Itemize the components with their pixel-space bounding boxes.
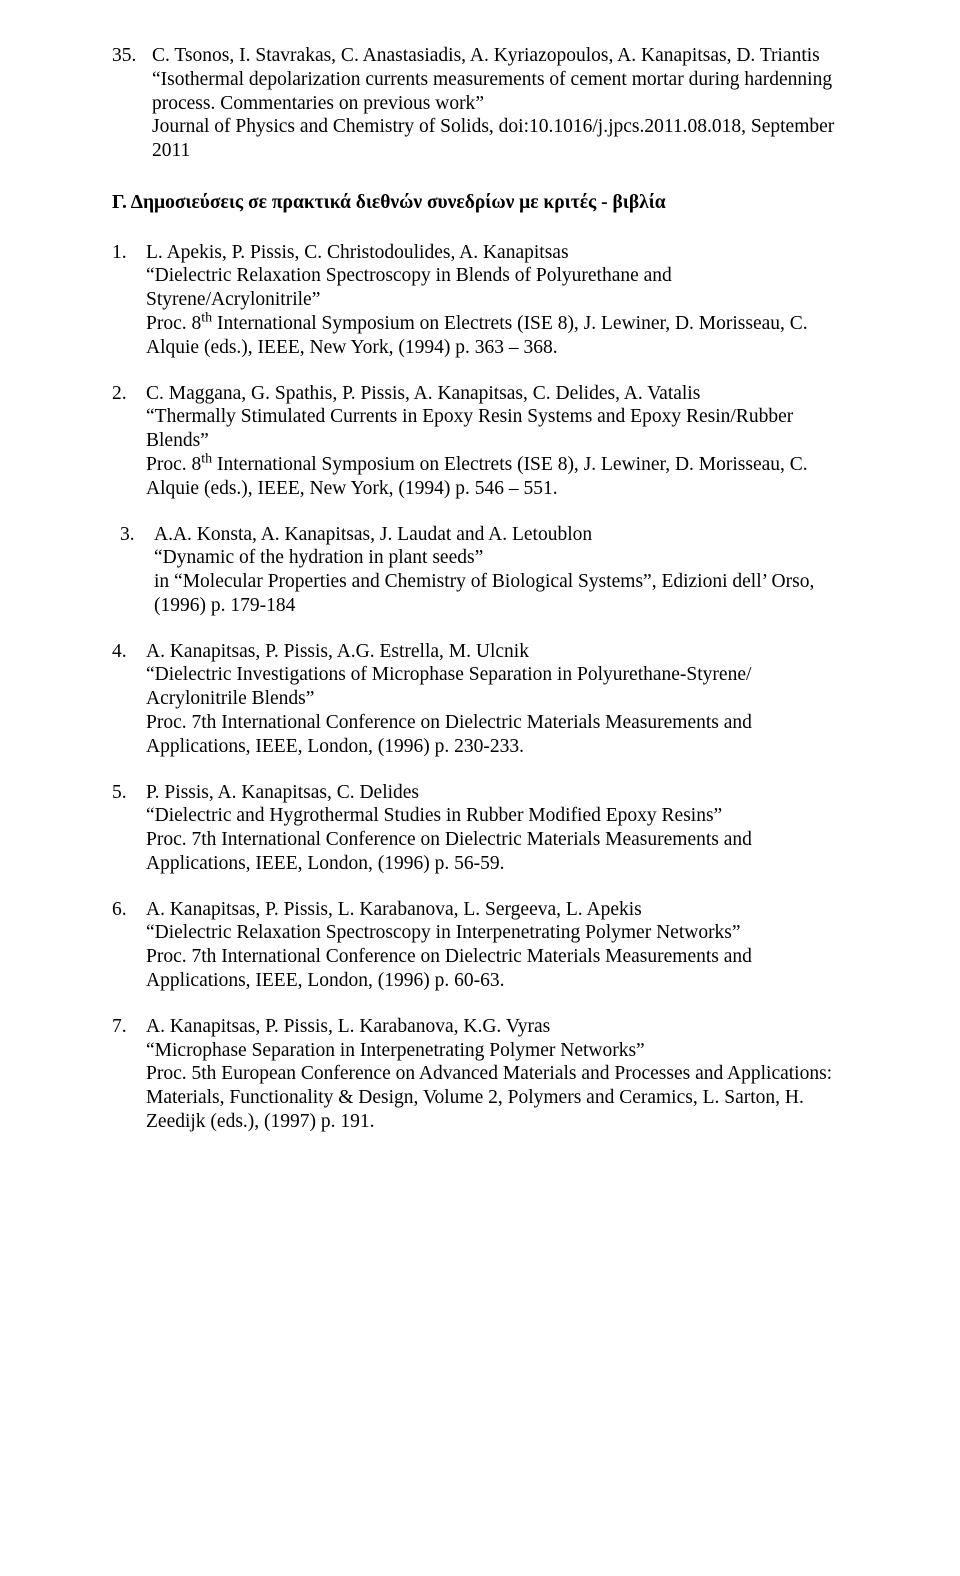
reference-title: “Dielectric and Hygrothermal Studies in … [146, 805, 722, 826]
reference-venue: Proc. 8th International Symposium on Ele… [146, 454, 808, 499]
section-heading: Γ. Δημοσιεύσεις σε πρακτικά διεθνών συνε… [112, 191, 848, 215]
reference-number: 4. [112, 640, 146, 759]
ordinal-suffix: th [201, 450, 212, 466]
reference-authors: A. Kanapitsas, P. Pissis, L. Karabanova,… [146, 899, 642, 920]
reference-body: A. Kanapitsas, P. Pissis, A.G. Estrella,… [146, 640, 848, 759]
reference-entry: 7.A. Kanapitsas, P. Pissis, L. Karabanov… [112, 1015, 848, 1134]
reference-title: “Dielectric Relaxation Spectroscopy in I… [146, 922, 741, 943]
reference-entry: 35. C. Tsonos, I. Stavrakas, C. Anastasi… [112, 44, 848, 163]
reference-title: “Isothermal depolarization currents meas… [152, 69, 832, 114]
reference-number: 35. [112, 44, 152, 163]
reference-authors: A. Kanapitsas, P. Pissis, A.G. Estrella,… [146, 641, 529, 662]
reference-title: “Dynamic of the hydration in plant seeds… [154, 547, 483, 568]
reference-number: 6. [112, 898, 146, 993]
reference-authors: C. Tsonos, I. Stavrakas, C. Anastasiadis… [152, 45, 820, 66]
reference-number: 2. [112, 382, 146, 501]
reference-venue: Proc. 7th International Conference on Di… [146, 946, 752, 991]
reference-title: “Thermally Stimulated Currents in Epoxy … [146, 406, 793, 451]
reference-venue: Proc. 5th European Conference on Advance… [146, 1063, 832, 1132]
reference-entry: 6.A. Kanapitsas, P. Pissis, L. Karabanov… [112, 898, 848, 993]
reference-body: L. Apekis, P. Pissis, C. Christodoulides… [146, 241, 848, 360]
reference-body: A.A. Konsta, A. Kanapitsas, J. Laudat an… [154, 523, 848, 618]
reference-entry: 3.A.A. Konsta, A. Kanapitsas, J. Laudat … [112, 523, 848, 618]
reference-entry: 1.L. Apekis, P. Pissis, C. Christodoulid… [112, 241, 848, 360]
open-quote: “ [152, 69, 161, 90]
reference-authors: P. Pissis, A. Kanapitsas, C. Delides [146, 782, 419, 803]
reference-venue: Proc. 8th International Symposium on Ele… [146, 313, 808, 358]
reference-body: A. Kanapitsas, P. Pissis, L. Karabanova,… [146, 1015, 848, 1134]
reference-title: “Dielectric Relaxation Spectroscopy in B… [146, 265, 672, 310]
reference-entry: 4.A. Kanapitsas, P. Pissis, A.G. Estrell… [112, 640, 848, 759]
reference-body: C. Maggana, G. Spathis, P. Pissis, A. Ka… [146, 382, 848, 501]
reference-entry: 2.C. Maggana, G. Spathis, P. Pissis, A. … [112, 382, 848, 501]
reference-venue: Proc. 7th International Conference on Di… [146, 712, 752, 757]
reference-body: A. Kanapitsas, P. Pissis, L. Karabanova,… [146, 898, 848, 993]
reference-authors: A. Kanapitsas, P. Pissis, L. Karabanova,… [146, 1016, 550, 1037]
reference-authors: L. Apekis, P. Pissis, C. Christodoulides… [146, 242, 569, 263]
ordinal-suffix: th [201, 310, 212, 326]
reference-body: C. Tsonos, I. Stavrakas, C. Anastasiadis… [152, 44, 848, 163]
reference-number: 5. [112, 781, 146, 876]
close-quote: ” [475, 93, 484, 114]
reference-number: 7. [112, 1015, 146, 1134]
title-text: Isothermal depolarization currents measu… [152, 69, 832, 114]
reference-venue: Journal of Physics and Chemistry of Soli… [152, 116, 834, 161]
reference-authors: A.A. Konsta, A. Kanapitsas, J. Laudat an… [154, 524, 592, 545]
reference-title: “Dielectric Investigations of Microphase… [146, 664, 751, 709]
reference-venue: in “Molecular Properties and Chemistry o… [154, 571, 814, 616]
reference-venue: Proc. 7th International Conference on Di… [146, 829, 752, 874]
reference-number: 3. [112, 523, 154, 618]
reference-number: 1. [112, 241, 146, 360]
reference-authors: C. Maggana, G. Spathis, P. Pissis, A. Ka… [146, 383, 700, 404]
reference-title: “Microphase Separation in Interpenetrati… [146, 1040, 645, 1061]
reference-body: P. Pissis, A. Kanapitsas, C. Delides“Die… [146, 781, 848, 876]
reference-entry: 5.P. Pissis, A. Kanapitsas, C. Delides“D… [112, 781, 848, 876]
